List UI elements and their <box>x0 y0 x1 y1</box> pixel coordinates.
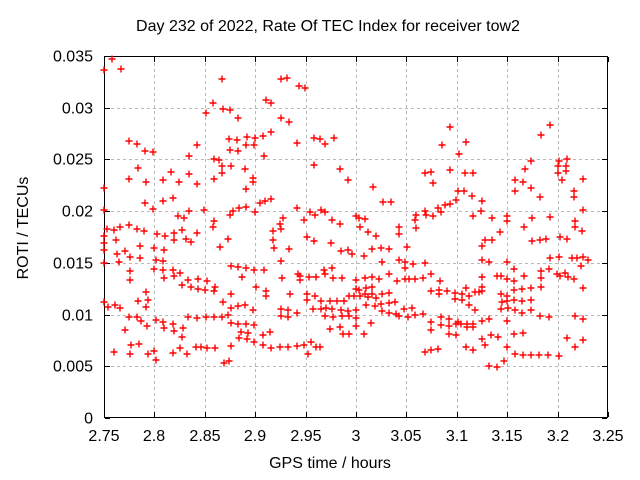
svg-text:0.005: 0.005 <box>53 359 93 376</box>
svg-text:0.015: 0.015 <box>53 256 93 273</box>
svg-text:3.05: 3.05 <box>390 428 421 445</box>
svg-text:3.2: 3.2 <box>547 428 569 445</box>
gridlines <box>105 57 607 417</box>
svg-text:3: 3 <box>352 428 361 445</box>
svg-text:3.1: 3.1 <box>446 428 468 445</box>
svg-text:2.75: 2.75 <box>88 428 119 445</box>
svg-text:0.01: 0.01 <box>62 308 93 325</box>
svg-text:0.025: 0.025 <box>53 152 93 169</box>
svg-text:0.02: 0.02 <box>62 204 93 221</box>
svg-text:3.25: 3.25 <box>592 428 623 445</box>
svg-text:3.15: 3.15 <box>491 428 522 445</box>
svg-text:0: 0 <box>84 411 93 428</box>
chart-title: Day 232 of 2022, Rate Of TEC Index for r… <box>136 18 520 35</box>
svg-text:0.03: 0.03 <box>62 101 93 118</box>
svg-text:2.85: 2.85 <box>189 428 220 445</box>
svg-text:2.95: 2.95 <box>290 428 321 445</box>
x-axis-label: GPS time / hours <box>269 455 391 472</box>
data-points <box>100 55 592 371</box>
x-tick-labels: 2.75 2.8 2.85 2.9 2.95 3 3.05 3.1 3.15 3.2 3.25 <box>88 428 623 445</box>
y-axis-label: ROTI / TECUs <box>15 177 32 280</box>
y-tick-labels: 0 0.005 0.01 0.015 0.02 0.025 0.03 0.035 <box>53 49 93 428</box>
svg-text:0.035: 0.035 <box>53 49 93 66</box>
svg-text:2.9: 2.9 <box>244 428 266 445</box>
svg-text:2.8: 2.8 <box>143 428 165 445</box>
